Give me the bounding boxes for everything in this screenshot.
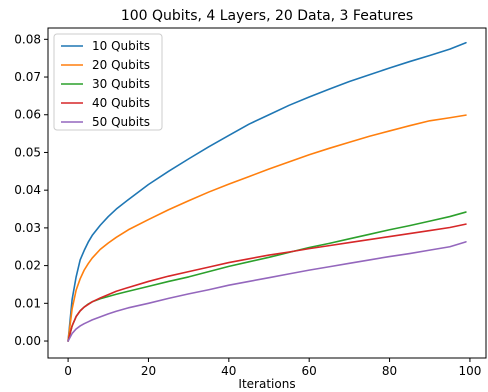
- x-tick-label: 100: [458, 364, 481, 378]
- x-tick-label: 80: [382, 364, 397, 378]
- legend: 10 Qubits 20 Qubits 30 Qubits 40 Qubits 50 Q…: [53, 33, 163, 131]
- series-layer: [67, 41, 467, 342]
- legend-label: 30 Qubits: [92, 77, 150, 91]
- series-line-30-qubits: [67, 211, 467, 342]
- legend-label: 20 Qubits: [92, 58, 150, 72]
- legend-label: 40 Qubits: [92, 96, 150, 110]
- y-tick-label: 0.08: [14, 32, 41, 46]
- y-tick-label: 0.07: [14, 70, 41, 84]
- series-line-50-qubits: [67, 241, 467, 342]
- y-tick-label: 0.06: [14, 108, 41, 122]
- plot-frame: [47, 27, 487, 359]
- legend-box: [53, 33, 163, 131]
- series-line-20-qubits: [67, 114, 467, 342]
- y-tick-label: 0.00: [14, 334, 41, 348]
- y-tick-label: 0.03: [14, 221, 41, 235]
- y-tick-label: 0.01: [14, 296, 41, 310]
- y-tick-label: 0.04: [14, 183, 41, 197]
- x-axis-ticks: 0 20 40 60 80 100: [64, 358, 481, 378]
- series-line-10-qubits: [67, 41, 467, 342]
- series-line-40-qubits: [67, 223, 467, 342]
- x-tick-label: 60: [302, 364, 317, 378]
- legend-label: 50 Qubits: [92, 115, 150, 129]
- x-tick-label: 40: [221, 364, 236, 378]
- y-axis-ticks: 0.00 0.01 0.02 0.03 0.04 0.05 0.06 0.07 0.08: [14, 32, 48, 348]
- chart-title: 100 Qubits, 4 Layers, 20 Data, 3 Feature…: [121, 8, 413, 24]
- x-tick-label: 20: [141, 364, 156, 378]
- y-tick-label: 0.02: [14, 259, 41, 273]
- x-axis-label: Iterations: [238, 377, 295, 391]
- x-tick-label: 0: [64, 364, 72, 378]
- legend-label: 10 Qubits: [92, 39, 150, 53]
- y-tick-label: 0.05: [14, 145, 41, 159]
